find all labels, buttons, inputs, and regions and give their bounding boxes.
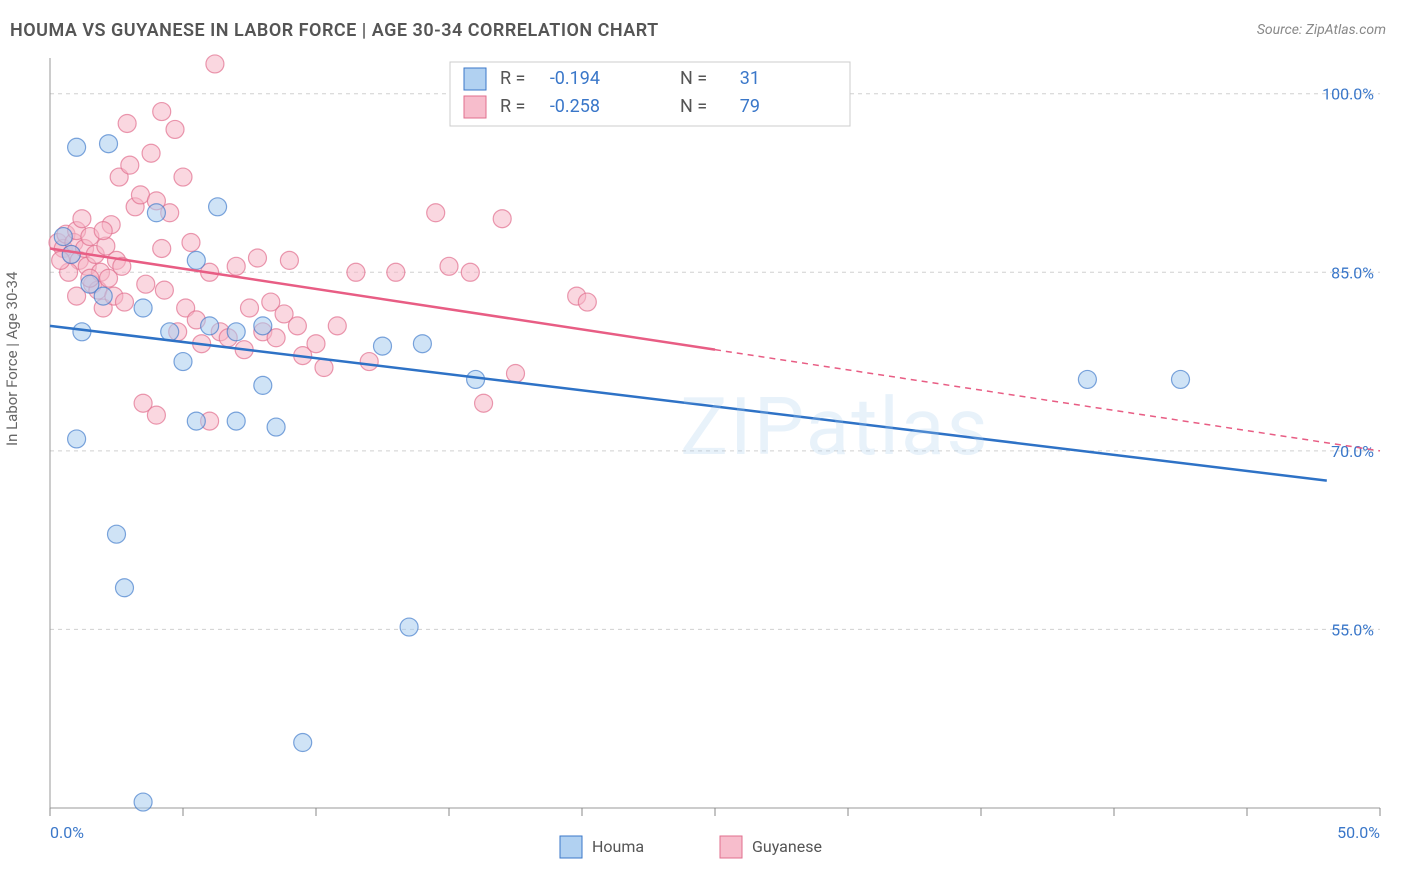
guyanese-point xyxy=(94,222,112,240)
x-tick-label: 0.0% xyxy=(50,823,84,842)
guyanese-point xyxy=(73,210,91,228)
houma-point xyxy=(400,618,418,636)
stat-N-label: N = xyxy=(680,68,707,89)
stat-R-value: -0.194 xyxy=(550,68,600,89)
houma-point xyxy=(187,251,205,269)
guyanese-point xyxy=(153,103,171,121)
houma-point xyxy=(267,418,285,436)
houma-point xyxy=(227,323,245,341)
y-tick-label: 100.0% xyxy=(1322,85,1374,104)
guyanese-point xyxy=(131,186,149,204)
guyanese-point xyxy=(137,275,155,293)
guyanese-point xyxy=(328,317,346,335)
guyanese-point xyxy=(153,239,171,257)
houma-point xyxy=(73,323,91,341)
legend-swatch-guyanese xyxy=(720,836,742,858)
trend-line-dashed xyxy=(715,350,1380,451)
guyanese-point xyxy=(155,281,173,299)
legend-label-houma: Houma xyxy=(592,837,644,856)
stat-R-label: R = xyxy=(500,68,525,89)
guyanese-point xyxy=(427,204,445,222)
houma-point xyxy=(68,138,86,156)
guyanese-point xyxy=(493,210,511,228)
guyanese-point xyxy=(248,249,266,267)
guyanese-point xyxy=(147,406,165,424)
guyanese-point xyxy=(142,144,160,162)
houma-point xyxy=(201,317,219,335)
guyanese-point xyxy=(121,156,139,174)
houma-point xyxy=(134,299,152,317)
legend-label-guyanese: Guyanese xyxy=(752,837,822,856)
houma-point xyxy=(147,204,165,222)
guyanese-point xyxy=(440,257,458,275)
houma-point xyxy=(108,525,126,543)
legend-swatch-houma xyxy=(560,836,582,858)
guyanese-point xyxy=(115,293,133,311)
guyanese-point xyxy=(174,168,192,186)
houma-point xyxy=(187,412,205,430)
guyanese-point xyxy=(347,263,365,281)
guyanese-point xyxy=(166,120,184,138)
scatter-chart-svg: 55.0%70.0%85.0%100.0%0.0%50.0%R =-0.194N… xyxy=(0,0,1406,892)
x-tick-label: 50.0% xyxy=(1337,823,1380,842)
guyanese-point xyxy=(182,234,200,252)
guyanese-point xyxy=(307,335,325,353)
guyanese-swatch xyxy=(464,96,486,118)
houma-swatch xyxy=(464,68,486,90)
houma-point xyxy=(294,734,312,752)
houma-point xyxy=(62,245,80,263)
stat-N-value: 79 xyxy=(740,96,760,117)
guyanese-point xyxy=(288,317,306,335)
trend-line xyxy=(50,326,1327,481)
guyanese-point xyxy=(461,263,479,281)
stat-R-value: -0.258 xyxy=(550,96,600,117)
houma-point xyxy=(227,412,245,430)
guyanese-point xyxy=(578,293,596,311)
guyanese-point xyxy=(241,299,259,317)
guyanese-point xyxy=(387,263,405,281)
guyanese-point xyxy=(315,359,333,377)
houma-point xyxy=(174,353,192,371)
stat-R-label: R = xyxy=(500,96,525,117)
houma-point xyxy=(413,335,431,353)
trend-line xyxy=(50,248,715,349)
houma-point xyxy=(1172,370,1190,388)
guyanese-point xyxy=(475,394,493,412)
houma-point xyxy=(68,430,86,448)
y-tick-label: 55.0% xyxy=(1331,620,1374,639)
houma-point xyxy=(209,198,227,216)
y-tick-label: 85.0% xyxy=(1331,263,1374,282)
guyanese-point xyxy=(360,353,378,371)
houma-point xyxy=(254,317,272,335)
houma-point xyxy=(94,287,112,305)
guyanese-point xyxy=(507,364,525,382)
guyanese-point xyxy=(118,114,136,132)
houma-point xyxy=(100,135,118,153)
stat-N-value: 31 xyxy=(740,68,760,89)
houma-point xyxy=(161,323,179,341)
houma-point xyxy=(374,337,392,355)
houma-point xyxy=(115,579,133,597)
houma-point xyxy=(1078,370,1096,388)
houma-point xyxy=(134,793,152,811)
guyanese-point xyxy=(206,55,224,73)
houma-point xyxy=(254,376,272,394)
guyanese-point xyxy=(280,251,298,269)
houma-point xyxy=(54,228,72,246)
chart-container: HOUMA VS GUYANESE IN LABOR FORCE | AGE 3… xyxy=(0,0,1406,892)
guyanese-point xyxy=(227,257,245,275)
stat-N-label: N = xyxy=(680,96,707,117)
